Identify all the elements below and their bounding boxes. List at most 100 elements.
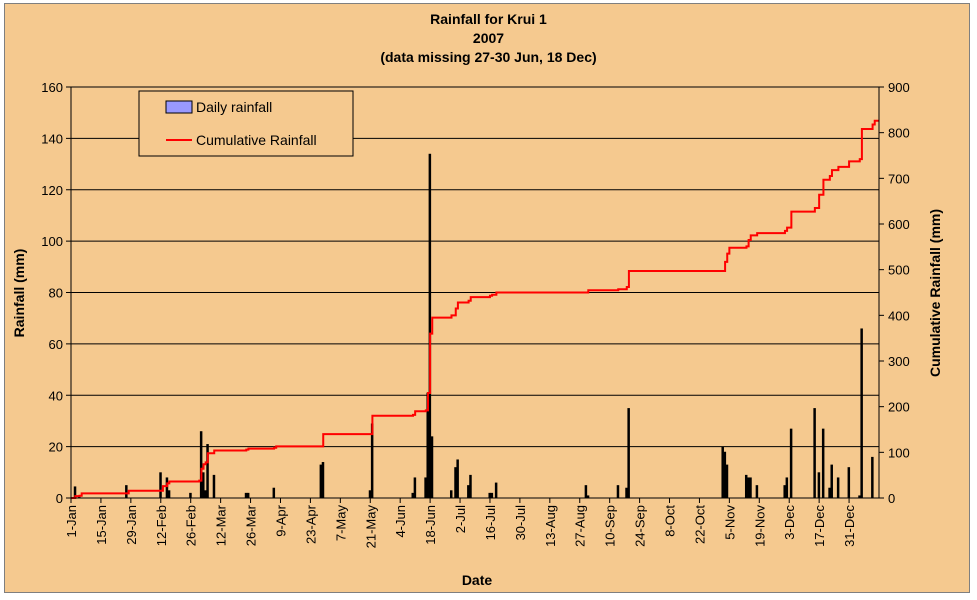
x-tick-label: 8-Oct — [663, 505, 678, 537]
y-tick-label: 20 — [49, 440, 63, 455]
chart-titles: Rainfall for Krui 1 2007 (data missing 2… — [0, 10, 977, 67]
rainfall-bar — [625, 487, 628, 498]
rainfall-bar — [467, 485, 470, 498]
y-tick-label: 60 — [49, 337, 63, 352]
y2-tick-label: 700 — [888, 171, 910, 186]
x-tick-label: 7-May — [333, 505, 348, 542]
x-tick-label: 3-Dec — [782, 505, 797, 540]
rainfall-bar — [189, 492, 192, 498]
x-tick-label: 26-Feb — [184, 505, 199, 546]
rainfall-bar — [199, 431, 203, 498]
rainfall-bar — [821, 428, 825, 498]
rainfall-bar — [789, 428, 793, 498]
rainfall-bar — [165, 477, 169, 498]
chart-subtitle: 2007 — [472, 30, 505, 46]
rainfall-bar — [490, 492, 494, 498]
rainfall-bar — [428, 153, 432, 498]
x-axis-ticks: 1-Jan 15-Jan 29-Jan 12-Feb 26-Feb 12-Mar 26-Ma… — [64, 498, 857, 548]
legend-bar-swatch — [165, 100, 193, 114]
rainfall-bar — [469, 474, 472, 498]
rainfall-bar — [272, 487, 276, 498]
rainfall-bar — [494, 482, 498, 498]
rainfall-bar — [125, 485, 128, 498]
legend-label-daily-rainfall: Daily rainfall — [196, 99, 272, 115]
x-tick-label: 2-Jul — [453, 505, 468, 533]
rainfall-bar — [813, 408, 816, 498]
x-tick-label: 12-Feb — [154, 505, 169, 546]
rainfall-bar — [424, 477, 427, 498]
y-tick-label: 100 — [41, 234, 63, 249]
rainfall-bar — [454, 467, 457, 498]
rainfall-bar — [783, 485, 786, 498]
rainfall-bar — [725, 464, 729, 498]
rainfall-bar — [73, 486, 77, 498]
rainfall-bar — [456, 459, 459, 498]
rainfall-bar — [817, 472, 821, 498]
y2-tick-label: 400 — [888, 308, 910, 323]
y-tick-label: 40 — [49, 388, 63, 403]
x-tick-label: 9-Apr — [273, 504, 288, 536]
x-tick-label: 21-May — [363, 505, 378, 549]
rainfall-bar — [488, 492, 491, 498]
rainfall-bar — [616, 485, 620, 498]
rainfall-bar — [871, 456, 874, 498]
gridlines — [71, 86, 879, 448]
x-tick-label: 4-Jun — [393, 505, 408, 538]
x-tick-label: 27-Aug — [573, 505, 588, 547]
x-tick-label: 29-Jan — [124, 505, 139, 545]
rainfall-bar — [204, 490, 207, 498]
rainfall-bar — [370, 423, 374, 498]
rainfall-bar — [747, 477, 750, 498]
x-tick-label: 30-Jul — [513, 505, 528, 541]
y2-tick-label: 0 — [888, 491, 895, 506]
rainfall-bar — [411, 492, 415, 498]
cumulative-rainfall-line — [71, 119, 879, 499]
legend-label-cumulative-rainfall: Cumulative Rainfall — [196, 132, 317, 148]
rainfall-bar — [586, 495, 590, 498]
rainfall-bar — [206, 444, 209, 498]
x-tick-label: 16-Jul — [483, 505, 498, 541]
x-tick-label: 19-Nov — [752, 505, 767, 547]
y-tick-label: 0 — [56, 491, 63, 506]
y-axis-label: Rainfall (mm) — [11, 249, 27, 338]
rainfall-bar — [847, 467, 851, 498]
rainfall-bar — [319, 464, 323, 498]
y-axis-ticks: 0 20 40 60 80 100 120 140 160 — [41, 80, 71, 506]
rainfall-bar — [858, 495, 861, 498]
rainfall-bar — [449, 490, 453, 498]
rainfall-bar — [246, 492, 250, 498]
x-tick-label: 24-Sep — [633, 505, 648, 547]
x-tick-label: 23-Apr — [303, 504, 318, 544]
rainfall-bar — [413, 477, 417, 498]
y-tick-label: 140 — [41, 131, 63, 146]
y2-axis-ticks: 0 100 200 300 400 500 600 700 800 900 — [879, 80, 910, 506]
rainfall-bar — [828, 487, 831, 498]
rainfall-bar — [627, 408, 630, 498]
x-tick-label: 26-Mar — [244, 504, 259, 546]
rainfall-bar — [830, 464, 833, 498]
rainfall-bar — [212, 474, 216, 498]
rainfall-bar — [167, 490, 171, 498]
rainfall-bar — [836, 477, 840, 498]
y2-tick-label: 500 — [888, 263, 910, 278]
chart-title: Rainfall for Krui 1 — [430, 11, 547, 27]
rainfall-bar — [755, 485, 759, 498]
rainfall-bar — [860, 328, 863, 498]
x-tick-label: 15-Jan — [94, 505, 109, 545]
rainfall-bar — [430, 436, 434, 498]
rainfall-bar — [721, 446, 724, 498]
rainfall-bar — [368, 490, 372, 498]
rainfall-bar — [723, 451, 727, 498]
rainfall-bar — [426, 392, 429, 498]
y2-tick-label: 300 — [888, 354, 910, 369]
rainfall-bar — [244, 492, 248, 498]
y2-axis-label: Cumulative Rainfall (mm) — [927, 209, 943, 377]
y-tick-label: 80 — [49, 286, 63, 301]
y2-tick-label: 800 — [888, 126, 910, 141]
x-tick-label: 18-Jun — [423, 505, 438, 545]
x-tick-label: 22-Oct — [692, 505, 707, 544]
y2-tick-label: 600 — [888, 217, 910, 232]
x-tick-label: 5-Nov — [722, 505, 737, 540]
chart-note: (data missing 27-30 Jun, 18 Dec) — [380, 49, 597, 65]
x-axis-label: Date — [462, 572, 493, 588]
